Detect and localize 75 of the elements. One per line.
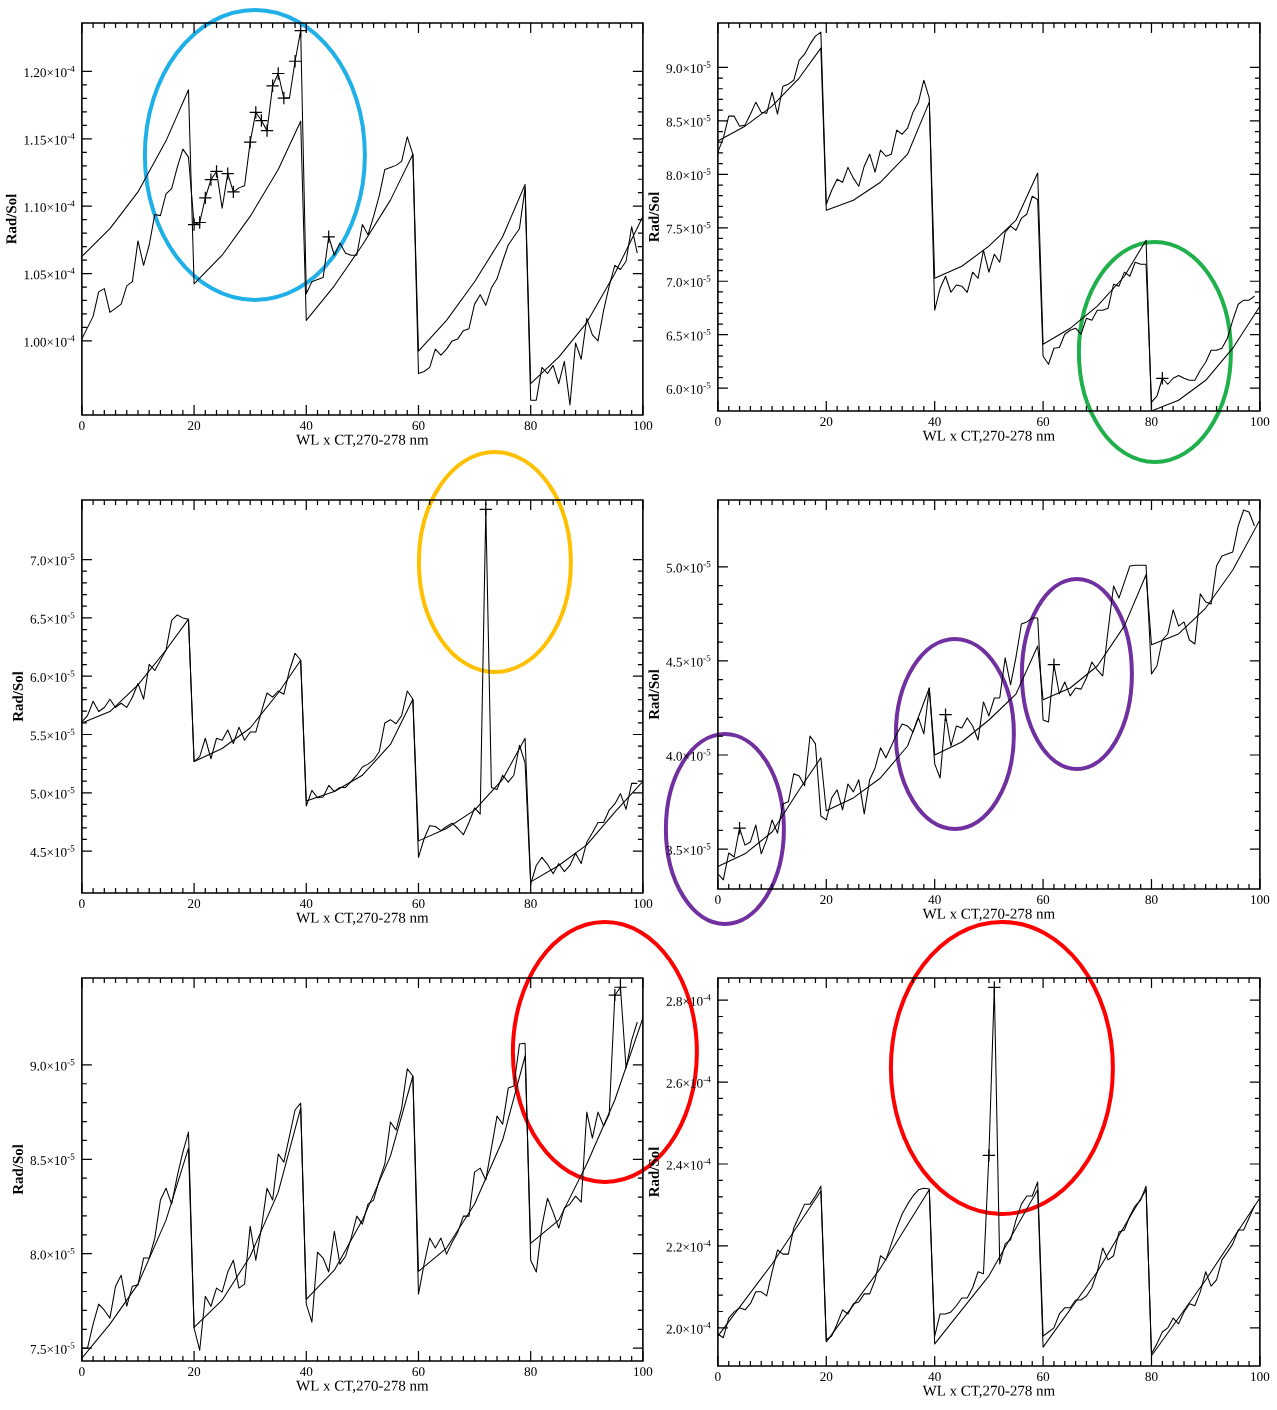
- x-tick-label: 100: [634, 421, 653, 431]
- x-tick-label: 40: [300, 1367, 313, 1377]
- x-tick-label: 100: [1251, 417, 1270, 427]
- x-tick-label: 20: [188, 1367, 201, 1377]
- x-axis-title: WL x CT,270-278 nm: [296, 1380, 429, 1393]
- y-axis-title: Rad/Sol: [12, 1144, 24, 1195]
- y-axis-title: Rad/Sol: [5, 193, 17, 245]
- x-axis-title: WL x CT,270-278 nm: [296, 434, 429, 447]
- y-tick-label: 7.0×10$^{-5}$: [30, 553, 75, 566]
- x-tick-label: 20: [188, 899, 201, 909]
- y-tick-label: 7.0×10$^{-5}$: [666, 275, 711, 288]
- x-tick-label: 0: [79, 899, 85, 909]
- x-tick-label: 40: [300, 421, 313, 431]
- x-tick-label: 20: [820, 417, 833, 427]
- x-tick-label: 100: [634, 899, 653, 909]
- x-tick-label: 60: [1037, 1372, 1050, 1382]
- y-tick-label: 6.0×10$^{-5}$: [666, 382, 711, 394]
- y-tick-label: 8.0×10$^{-5}$: [666, 168, 711, 181]
- y-tick-label: 5.0×10$^{-5}$: [30, 787, 75, 799]
- x-tick-label: 0: [715, 895, 721, 905]
- y-tick-label: 4.5×10$^{-5}$: [666, 655, 711, 667]
- y-tick-label: 4.5×10$^{-5}$: [30, 845, 75, 857]
- x-tick-label: 60: [412, 421, 425, 431]
- y-axis-title: Rad/Sol: [648, 191, 660, 243]
- y-tick-label: 2.2×10$^{-4}$: [666, 1240, 711, 1252]
- x-tick-label: 80: [1145, 1372, 1158, 1382]
- y-tick-label: 6.0×10$^{-5}$: [30, 670, 75, 682]
- y-tick-label: 9.0×10$^{-5}$: [30, 1059, 75, 1071]
- x-tick-label: 40: [928, 417, 941, 427]
- y-tick-label: 8.5×10$^{-5}$: [666, 115, 711, 127]
- x-tick-label: 20: [820, 895, 833, 905]
- y-tick-label: 5.5×10$^{-5}$: [30, 728, 75, 741]
- y-tick-label: 7.5×10$^{-5}$: [30, 1342, 75, 1354]
- x-tick-label: 60: [1037, 895, 1050, 905]
- x-tick-label: 60: [412, 1367, 425, 1377]
- y-tick-label: 8.5×10$^{-5}$: [30, 1153, 75, 1166]
- y-tick-label: 6.5×10$^{-5}$: [666, 328, 711, 341]
- y-tick-label: 9.0×10$^{-5}$: [666, 61, 711, 74]
- x-tick-label: 20: [820, 1372, 833, 1382]
- x-axis-title: WL x CT,270-278 nm: [922, 430, 1055, 443]
- x-tick-label: 100: [1251, 895, 1270, 905]
- y-tick-label: 1.15×10$^{-4}$: [24, 133, 75, 145]
- x-tick-label: 0: [79, 1367, 85, 1377]
- y-tick-label: 6.5×10$^{-5}$: [30, 612, 75, 624]
- x-tick-label: 0: [79, 421, 85, 431]
- x-tick-label: 20: [188, 421, 201, 431]
- x-tick-label: 100: [634, 1367, 653, 1377]
- x-tick-label: 60: [412, 899, 425, 909]
- y-axis-title: Rad/Sol: [648, 1146, 660, 1198]
- x-tick-label: 80: [1145, 417, 1158, 427]
- x-tick-label: 40: [928, 895, 941, 905]
- y-tick-label: 1.00×10$^{-4}$: [24, 335, 75, 347]
- y-tick-label: 8.0×10$^{-5}$: [30, 1247, 75, 1260]
- x-tick-label: 80: [524, 421, 537, 431]
- x-tick-label: 0: [715, 1372, 721, 1382]
- x-tick-label: 80: [524, 1367, 537, 1377]
- x-tick-label: 60: [1037, 417, 1050, 427]
- y-axis-title: Rad/Sol: [648, 669, 660, 720]
- y-tick-label: 2.0×10$^{-4}$: [666, 1322, 711, 1334]
- x-tick-label: 40: [300, 899, 313, 909]
- y-tick-label: 5.0×10$^{-5}$: [666, 561, 711, 573]
- x-tick-label: 80: [524, 899, 537, 909]
- x-tick-label: 100: [1251, 1372, 1270, 1382]
- x-tick-label: 0: [715, 417, 721, 427]
- y-tick-label: 2.4×10$^{-4}$: [666, 1158, 711, 1170]
- y-tick-label: 1.10×10$^{-4}$: [24, 200, 75, 212]
- x-tick-label: 80: [1145, 895, 1158, 905]
- x-axis-title: WL x CT,270-278 nm: [922, 1385, 1055, 1398]
- y-tick-label: 7.5×10$^{-5}$: [666, 222, 711, 234]
- x-axis-title: WL x CT,270-278 nm: [296, 912, 429, 925]
- y-tick-label: 1.05×10$^{-4}$: [24, 267, 75, 280]
- y-axis-title: Rad/Sol: [12, 671, 24, 722]
- x-tick-label: 40: [928, 1372, 941, 1382]
- y-tick-label: 1.20×10$^{-4}$: [24, 65, 75, 78]
- x-axis-title: WL x CT,270-278 nm: [922, 908, 1055, 921]
